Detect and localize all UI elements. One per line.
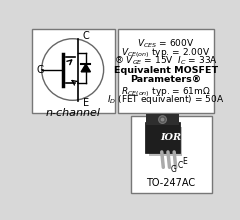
Text: G: G [171, 165, 177, 174]
Text: TO-247AC: TO-247AC [146, 178, 196, 188]
Text: E: E [83, 98, 89, 108]
FancyBboxPatch shape [32, 29, 115, 114]
Circle shape [161, 118, 164, 121]
Text: n-channel: n-channel [45, 108, 100, 118]
Text: C: C [82, 31, 89, 41]
Polygon shape [81, 64, 90, 72]
Text: $I_D$ (FET equivalent) = 50A: $I_D$ (FET equivalent) = 50A [107, 93, 224, 106]
Text: C: C [177, 161, 182, 170]
Text: $\circledR$ $V_{GE}$ = 15V  $I_C$ = 33A: $\circledR$ $V_{GE}$ = 15V $I_C$ = 33A [114, 55, 217, 67]
FancyBboxPatch shape [145, 122, 180, 153]
Circle shape [159, 116, 166, 123]
Text: IOR: IOR [161, 133, 182, 142]
Text: Equivalent MOSFET: Equivalent MOSFET [114, 66, 218, 75]
FancyBboxPatch shape [131, 116, 212, 193]
FancyBboxPatch shape [146, 114, 179, 125]
Text: $R_{CE(on)}$ typ. = 61m$\Omega$: $R_{CE(on)}$ typ. = 61m$\Omega$ [121, 85, 210, 99]
Text: $V_{CE(on)}$ typ. = 2.00V: $V_{CE(on)}$ typ. = 2.00V [121, 46, 210, 60]
Text: E: E [182, 158, 187, 166]
FancyBboxPatch shape [149, 126, 182, 156]
Circle shape [42, 39, 104, 100]
FancyBboxPatch shape [118, 29, 214, 114]
Text: $V_{CES}$ = 600V: $V_{CES}$ = 600V [137, 38, 194, 50]
Text: Parameters®: Parameters® [130, 75, 201, 84]
Text: G: G [36, 65, 44, 75]
